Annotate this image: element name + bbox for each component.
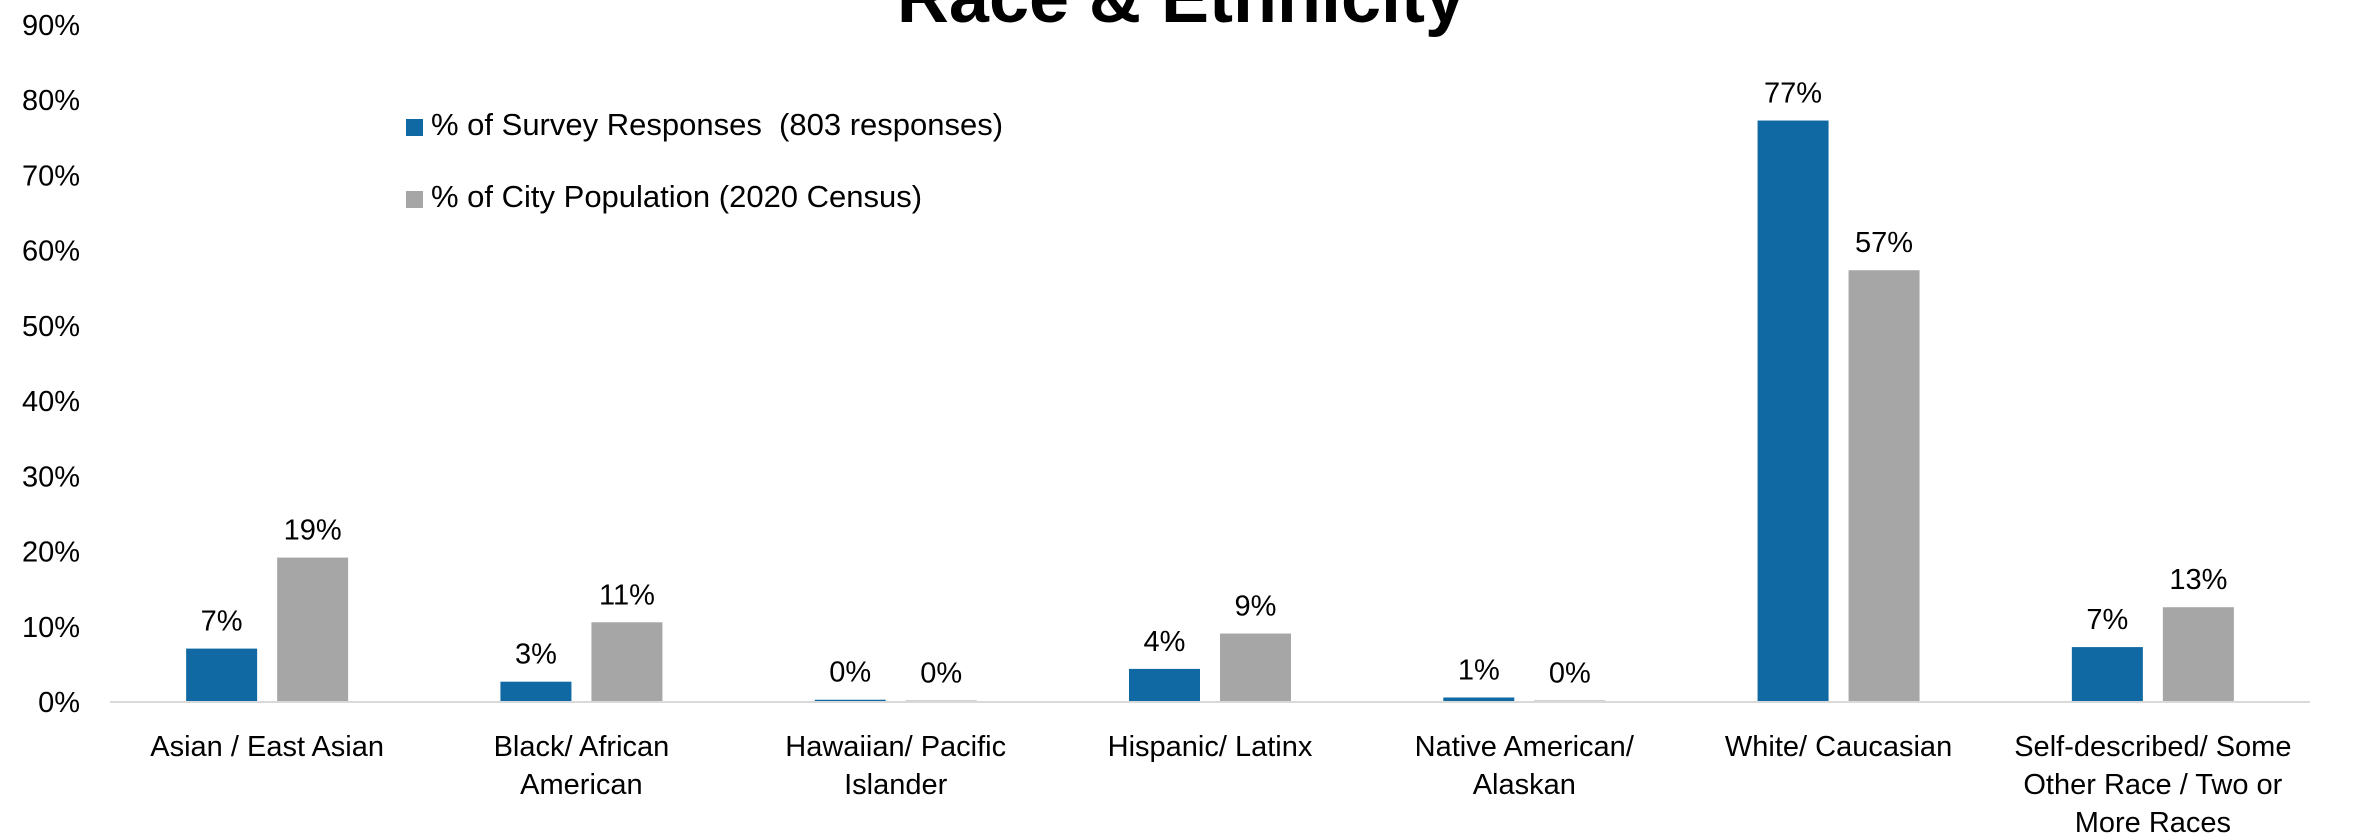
x-category-label: Native American/ (1415, 731, 1635, 763)
data-label: 3% (515, 639, 557, 671)
x-category-label: American (520, 769, 643, 801)
x-category-label: Alaskan (1473, 769, 1576, 801)
x-category-label: More Races (2075, 807, 2231, 834)
y-tick-label: 80% (22, 85, 80, 117)
bar-series-2 (2162, 607, 2234, 702)
data-label: 13% (2169, 564, 2227, 596)
data-label: 7% (2086, 604, 2128, 636)
y-tick-label: 30% (22, 461, 80, 493)
data-label: 4% (1144, 626, 1186, 658)
data-label: 11% (599, 579, 655, 611)
bar-series-2 (277, 557, 349, 702)
data-labels: 7% 3% 0% 4% 1% 77% 7% 19% 11% 0% 9% 0% 57% 13% (201, 78, 2228, 690)
bar-series-1 (814, 699, 886, 702)
legend-label: % of Survey Responses (803 responses) (431, 107, 1003, 142)
legend: % of Survey Responses (803 responses) % o… (406, 107, 1003, 214)
y-tick-label: 50% (22, 311, 80, 343)
chart-title: Race & Ethnicity (897, 0, 1465, 38)
legend-swatch (406, 119, 423, 136)
y-tick-label: 90% (22, 10, 80, 42)
data-label: 0% (1549, 657, 1591, 689)
bar-series-2 (591, 622, 663, 702)
data-label: 0% (920, 657, 962, 689)
y-tick-label: 10% (22, 612, 80, 644)
x-category-label: Other Race / Two or (2023, 769, 2282, 801)
data-label: 1% (1458, 654, 1500, 686)
bar-series-1 (186, 648, 258, 702)
legend-label: % of City Population (2020 Census) (431, 179, 922, 214)
bar-series-1 (1443, 697, 1515, 702)
data-label: 0% (829, 657, 871, 689)
data-label: 77% (1764, 78, 1822, 110)
bar-series-1 (2071, 647, 2143, 702)
x-category-label: White/ Caucasian (1725, 731, 1952, 763)
y-axis: 0% 10% 20% 30% 40% 50% 60% 70% 80% 90% (22, 10, 80, 719)
bar-series-1 (1757, 120, 1829, 702)
data-label: 57% (1855, 227, 1913, 259)
bar-series-2 (1220, 633, 1291, 702)
bar-series-1 (1129, 668, 1200, 702)
data-label: 7% (201, 606, 243, 638)
data-label: 9% (1235, 591, 1277, 623)
x-category-label: Self-described/ Some (2014, 731, 2291, 763)
data-label: 19% (284, 515, 342, 547)
bar-series-1 (500, 681, 572, 702)
legend-swatch (406, 191, 423, 208)
x-category-label: Hawaiian/ Pacific (785, 731, 1006, 763)
y-tick-label: 40% (22, 386, 80, 418)
x-category-label: Asian / East Asian (150, 731, 384, 763)
x-axis: Asian / East Asian Black/ African American… (150, 731, 2291, 834)
y-tick-label: 20% (22, 537, 80, 569)
x-category-label: Black/ African (494, 731, 670, 763)
y-tick-label: 60% (22, 236, 80, 268)
x-category-label: Hispanic/ Latinx (1108, 731, 1313, 763)
y-tick-label: 70% (22, 160, 80, 192)
x-category-label: Islander (844, 769, 948, 801)
y-tick-label: 0% (38, 687, 80, 719)
bars (186, 120, 2234, 702)
bar-series-2 (1848, 270, 1920, 702)
